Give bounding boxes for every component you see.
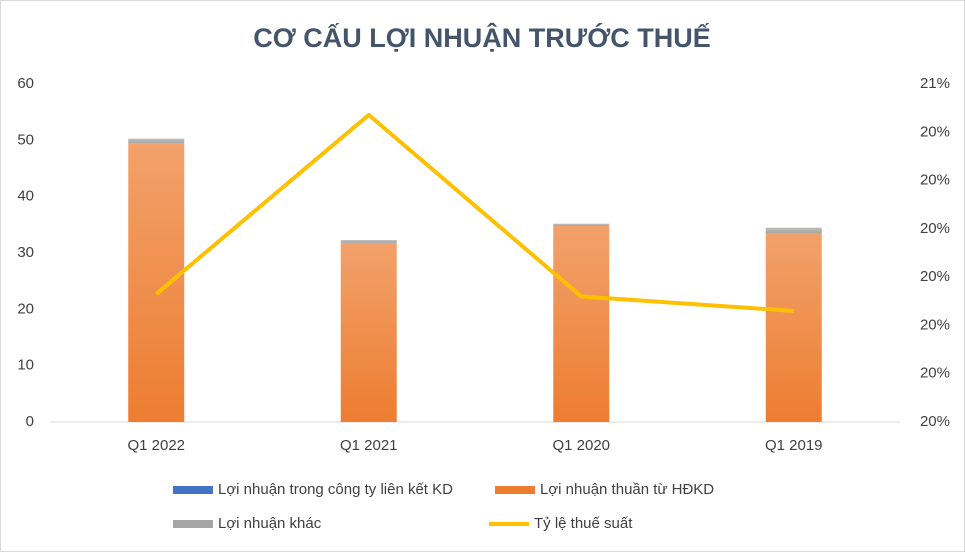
bar — [553, 225, 610, 422]
legend-swatch — [173, 520, 213, 528]
bar — [340, 242, 397, 422]
y-tick-label: 0 — [26, 413, 34, 430]
x-tick-label: Q1 2019 — [765, 437, 823, 454]
x-tick-label: Q1 2020 — [552, 437, 610, 454]
y-tick-label: 40 — [17, 188, 34, 205]
y2-tick-label: 20% — [920, 268, 950, 285]
legend-label: Lợi nhuận thuần từ HĐKD — [540, 481, 714, 498]
y-tick-label: 10 — [17, 357, 34, 374]
legend-label: Lợi nhuận trong công ty liên kết KD — [218, 481, 453, 498]
bar — [553, 223, 610, 226]
legend-swatch — [495, 486, 535, 494]
y-tick-label: 50 — [17, 131, 34, 148]
y-tick-label: 30 — [17, 244, 34, 261]
y2-tick-label: 20% — [920, 316, 950, 333]
x-tick-label: Q1 2021 — [340, 437, 398, 454]
y2-tick-label: 20% — [920, 220, 950, 237]
bar — [340, 240, 397, 243]
x-tick-label: Q1 2022 — [127, 437, 185, 454]
y2-tick-label: 20% — [920, 365, 950, 382]
legend-swatch — [173, 486, 213, 494]
line — [154, 112, 794, 313]
y2-tick-label: 20% — [920, 123, 950, 140]
y-tick-label: 60 — [17, 75, 34, 92]
bar — [128, 143, 185, 422]
bar — [765, 227, 822, 234]
y2-tick-label: 20% — [920, 172, 950, 189]
legend-label: Tỷ lệ thuế suất — [534, 515, 633, 532]
y2-tick-label: 21% — [920, 75, 950, 92]
y-tick-label: 20 — [17, 300, 34, 317]
chart-title: CƠ CẤU LỢI NHUẬN TRƯỚC THUẾ — [253, 22, 710, 53]
y2-tick-label: 20% — [920, 413, 950, 430]
bar — [765, 233, 822, 422]
legend-label: Lợi nhuận khác — [218, 515, 322, 532]
bar — [128, 138, 185, 144]
